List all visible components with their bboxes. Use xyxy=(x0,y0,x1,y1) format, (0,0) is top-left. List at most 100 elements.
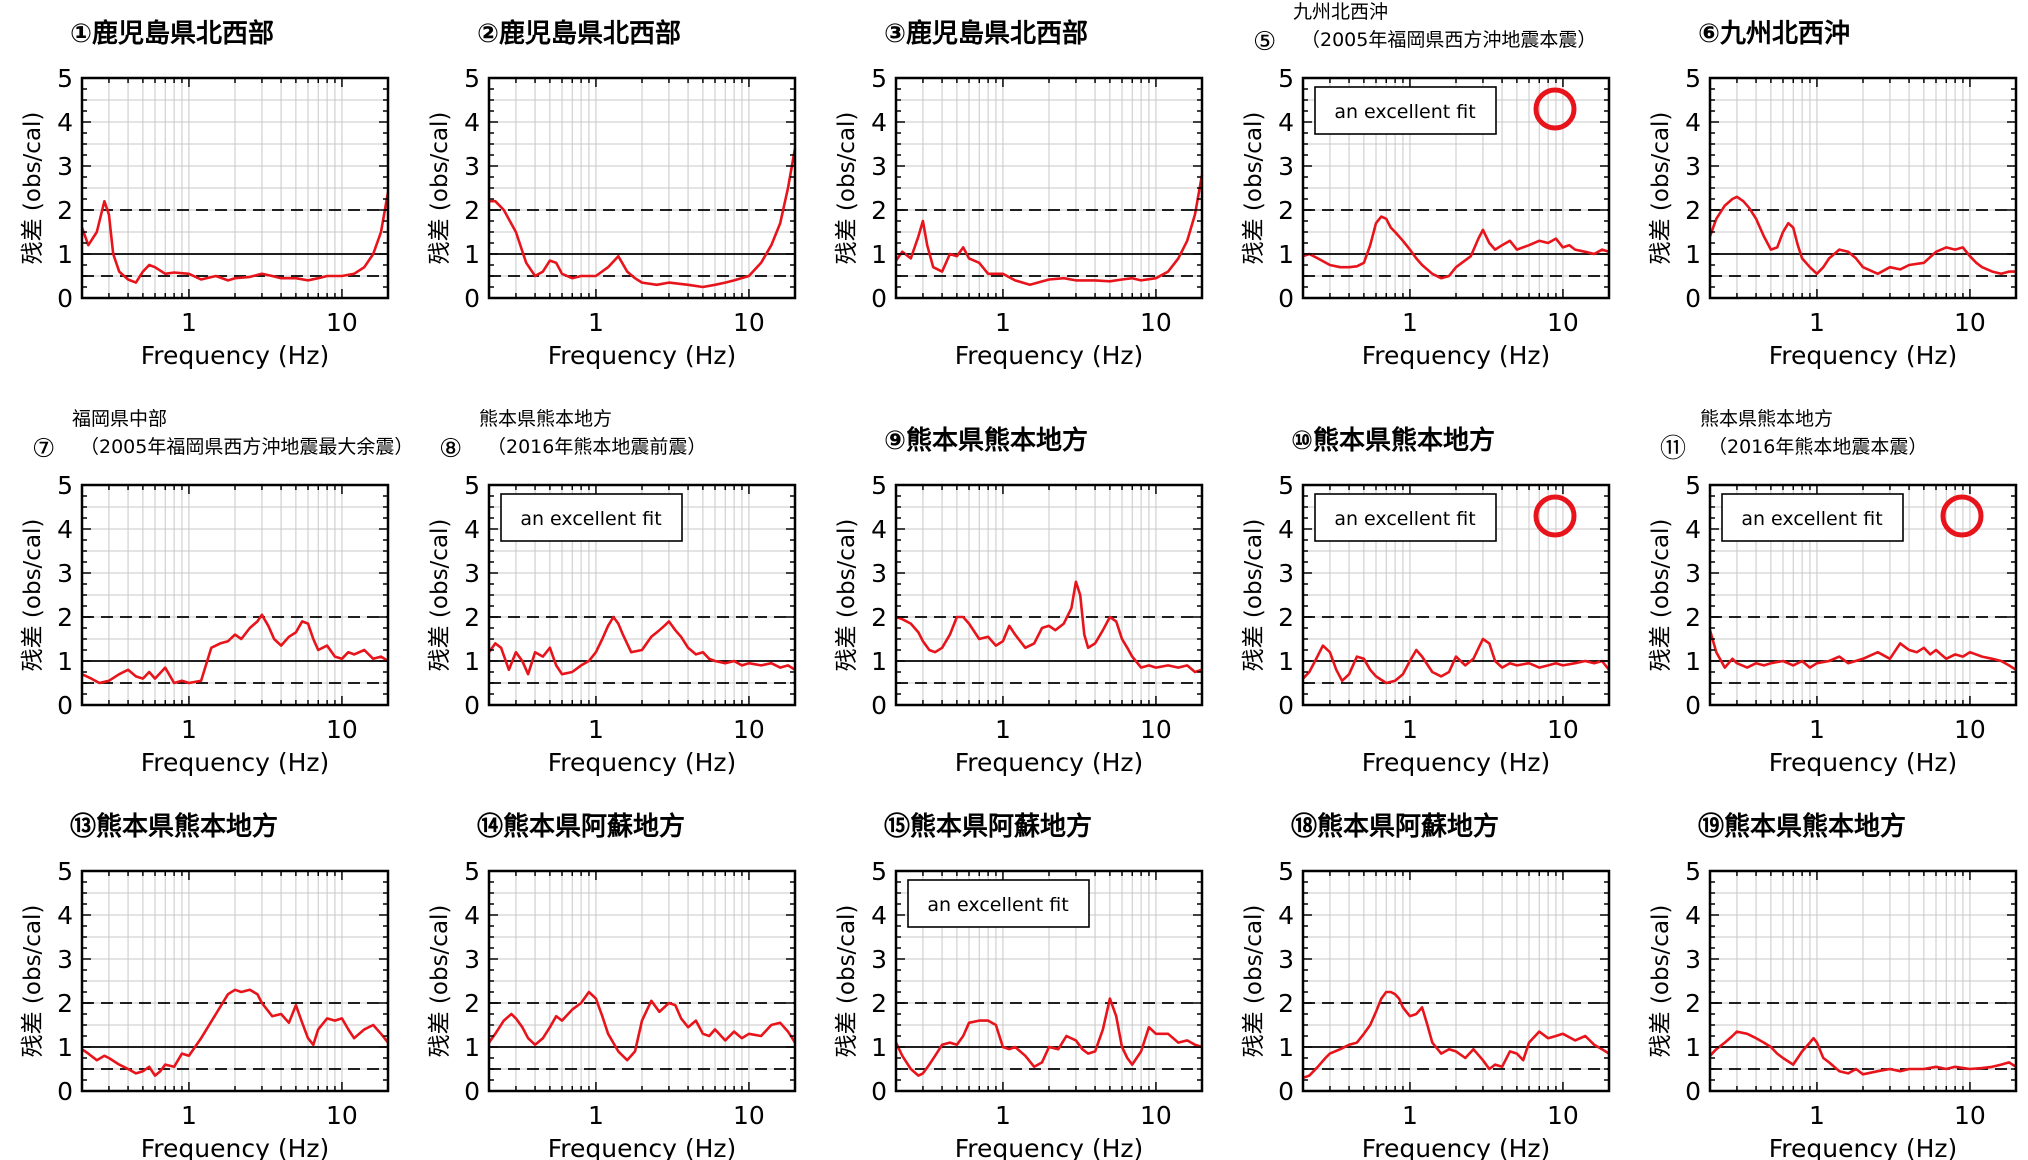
series-line xyxy=(1709,1030,2017,1076)
series-line xyxy=(489,148,797,289)
y-tick-label: 5 xyxy=(57,64,73,93)
chart-panel-5: ⑥九州北西沖 0 1 2 3 4 5 1 10 Frequency (Hz) 残差 (obs/cal… xyxy=(1648,19,2018,370)
y-tick-label: 2 xyxy=(1685,603,1701,632)
x-tick-label: 1 xyxy=(1402,1101,1418,1130)
chart-panel-6: ⑦ 福岡県中部 （2005年福岡県西方沖地震最大余震） 0 1 2 3 4 5 1 10 Freque… xyxy=(20,408,413,777)
tick-marks xyxy=(1303,484,1609,706)
x-axis-label: Frequency (Hz) xyxy=(955,1134,1144,1160)
tick-marks xyxy=(82,484,388,706)
y-tick-label: 1 xyxy=(57,240,73,269)
y-tick-label: 3 xyxy=(871,152,887,181)
y-axis-label: 残差 (obs/cal) xyxy=(1241,112,1267,265)
x-axis-label: Frequency (Hz) xyxy=(955,341,1144,370)
y-tick-label: 0 xyxy=(871,691,887,720)
annotation-box xyxy=(1721,493,1904,542)
y-tick-label: 4 xyxy=(1685,108,1701,137)
tick-marks xyxy=(489,484,795,706)
x-tick-label: 10 xyxy=(1954,308,1986,337)
x-tick-label: 10 xyxy=(1547,1101,1579,1130)
annotation-text: an excellent fit xyxy=(520,508,661,530)
x-axis-label: Frequency (Hz) xyxy=(1769,748,1958,777)
y-tick-label: 2 xyxy=(1278,196,1294,225)
y-tick-label: 0 xyxy=(1685,1077,1701,1106)
y-tick-label: 1 xyxy=(1685,240,1701,269)
gridlines xyxy=(1710,871,2016,1091)
x-axis-label: Frequency (Hz) xyxy=(548,748,737,777)
y-tick-label: 0 xyxy=(57,284,73,313)
x-tick-label: 10 xyxy=(733,308,765,337)
y-tick-label: 1 xyxy=(57,647,73,676)
x-tick-label: 10 xyxy=(1547,715,1579,744)
x-tick-label: 10 xyxy=(326,1101,358,1130)
y-tick-label: 2 xyxy=(57,603,73,632)
y-tick-label: 2 xyxy=(871,603,887,632)
series-line xyxy=(1302,990,1610,1080)
y-tick-label: 3 xyxy=(57,945,73,974)
x-tick-label: 10 xyxy=(326,308,358,337)
y-tick-label: 3 xyxy=(464,559,480,588)
y-tick-label: 1 xyxy=(1278,1033,1294,1062)
chart-panel-1: ①鹿児島県北西部 0 1 2 3 4 5 1 10 Frequency (Hz) 残差 (obs/c… xyxy=(20,18,390,370)
y-tick-label: 5 xyxy=(464,471,480,500)
series-line xyxy=(895,580,1203,674)
y-axis-label: 残差 (obs/cal) xyxy=(1648,905,1674,1058)
series-line xyxy=(1302,215,1610,280)
tick-marks xyxy=(896,484,1202,706)
annotation: an excellent fit xyxy=(1314,86,1497,135)
y-tick-label: 5 xyxy=(871,471,887,500)
y-tick-label: 4 xyxy=(57,901,73,930)
x-tick-label: 1 xyxy=(588,308,604,337)
chart-panel-9: ⑩熊本県熊本地方 0 1 2 3 4 5 1 10 Frequency (Hz) 残差 (obs/c… xyxy=(1241,425,1611,777)
series-line xyxy=(1708,195,2016,276)
good-fit-circle-mark xyxy=(1533,87,1577,131)
y-tick-label: 5 xyxy=(1685,471,1701,500)
series-line xyxy=(487,990,797,1062)
y-tick-label: 4 xyxy=(464,515,480,544)
annotation: an excellent fit xyxy=(907,879,1090,928)
chart-panel-3: ③鹿児島県北西部 0 1 2 3 4 5 1 10 Frequency (Hz) 残差 (obs/c… xyxy=(834,18,1204,370)
y-tick-label: 4 xyxy=(464,901,480,930)
chart-title-line-1: 熊本県熊本地方 xyxy=(1700,408,1833,430)
y-tick-label: 4 xyxy=(1278,108,1294,137)
tick-marks xyxy=(82,870,388,1092)
chart-panel-2: ②鹿児島県北西部 0 1 2 3 4 5 1 10 Frequency (Hz) 残差 (obs/c… xyxy=(427,18,797,370)
y-axis-label: 残差 (obs/cal) xyxy=(427,519,453,672)
y-tick-label: 1 xyxy=(871,647,887,676)
chart-title: ⑭熊本県阿蘇地方 xyxy=(477,811,685,842)
y-tick-label: 2 xyxy=(871,196,887,225)
chart-panel-13: ⑮熊本県阿蘇地方 0 1 2 3 4 5 1 10 Frequency (Hz) 残差 (obs/c… xyxy=(834,811,1204,1160)
annotation-text: an excellent fit xyxy=(1741,508,1882,530)
y-tick-label: 1 xyxy=(1278,647,1294,676)
x-tick-label: 10 xyxy=(1954,715,1986,744)
y-tick-label: 4 xyxy=(1278,515,1294,544)
chart-panel-10: ⑪ 熊本県熊本地方 （2016年熊本地震本震） 0 1 2 3 4 5 1 10 Frequency … xyxy=(1648,408,2018,777)
x-tick-label: 1 xyxy=(1809,715,1825,744)
y-axis-label: 残差 (obs/cal) xyxy=(20,905,46,1058)
gridlines xyxy=(1710,78,2016,298)
y-tick-label: 3 xyxy=(57,559,73,588)
chart-panel-11: ⑬熊本県熊本地方 0 1 2 3 4 5 1 10 Frequency (Hz) 残差 (obs/c… xyxy=(20,811,390,1160)
y-tick-label: 0 xyxy=(1685,284,1701,313)
chart-title-line-2: （2005年福岡県西方沖地震最大余震） xyxy=(80,436,413,458)
y-axis-label: 残差 (obs/cal) xyxy=(1241,519,1267,672)
y-tick-label: 0 xyxy=(1685,691,1701,720)
chart-title: ⑨熊本県熊本地方 xyxy=(884,425,1088,456)
x-tick-label: 1 xyxy=(1402,715,1418,744)
y-tick-label: 2 xyxy=(871,989,887,1018)
x-tick-label: 1 xyxy=(588,1101,604,1130)
chart-title-prefix: ⑤ xyxy=(1253,27,1276,57)
x-tick-label: 10 xyxy=(326,715,358,744)
y-tick-label: 2 xyxy=(464,603,480,632)
y-tick-label: 1 xyxy=(1278,240,1294,269)
y-tick-label: 0 xyxy=(464,1077,480,1106)
tick-marks xyxy=(1710,77,2016,299)
y-axis-label: 残差 (obs/cal) xyxy=(20,519,46,672)
annotation-text: an excellent fit xyxy=(927,894,1068,916)
y-tick-label: 0 xyxy=(871,1077,887,1106)
y-tick-label: 3 xyxy=(1278,152,1294,181)
y-tick-label: 4 xyxy=(57,108,73,137)
series-line xyxy=(894,997,1203,1077)
chart-title-line-2: （2016年熊本地震本震） xyxy=(1708,436,1927,458)
chart-title-line-2: （2005年福岡県西方沖地震本震） xyxy=(1301,29,1596,51)
y-tick-label: 1 xyxy=(871,1033,887,1062)
